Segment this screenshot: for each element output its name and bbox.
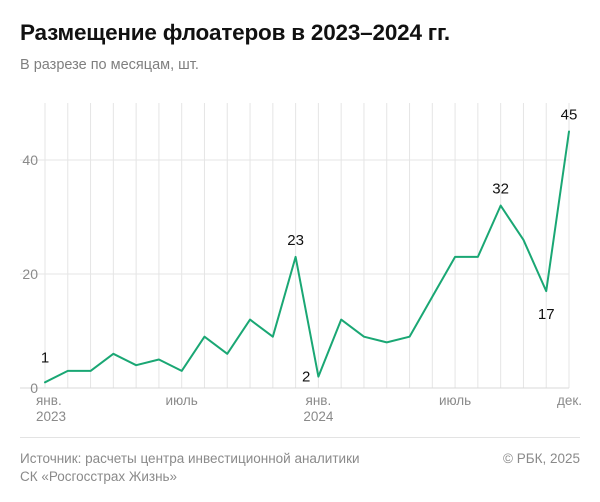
y-axis-tick-labels: 0 20 40 bbox=[22, 152, 38, 396]
y-tick-label: 40 bbox=[22, 152, 38, 168]
series-group bbox=[44, 130, 570, 384]
x-tick-label: июль bbox=[439, 393, 471, 408]
data-label: 45 bbox=[561, 107, 578, 124]
source-note: Источник: расчеты центра инвестиционной … bbox=[20, 450, 440, 486]
x-tick-year-label: 2024 bbox=[303, 409, 334, 424]
source-line-1: Источник: расчеты центра инвестиционной … bbox=[20, 451, 360, 466]
data-label: 2 bbox=[302, 369, 310, 386]
x-tick-label: июль bbox=[166, 393, 198, 408]
x-tick-year-label: 2023 bbox=[36, 409, 66, 424]
footer-divider bbox=[20, 437, 580, 438]
chart-subtitle: В разрезе по месяцам, шт. bbox=[20, 57, 199, 73]
data-labels: 1 23 2 32 17 45 bbox=[41, 107, 578, 386]
chart-title: Размещение флоатеров в 2023–2024 гг. bbox=[20, 20, 450, 45]
x-tick-label: янв. bbox=[36, 393, 62, 408]
series-line bbox=[44, 130, 570, 384]
copyright: © РБК, 2025 bbox=[503, 451, 580, 466]
data-label: 17 bbox=[538, 306, 555, 323]
y-tick-label: 0 bbox=[30, 380, 38, 396]
data-label: 1 bbox=[41, 349, 49, 366]
data-label: 32 bbox=[492, 181, 509, 198]
horizontal-gridlines bbox=[20, 159, 569, 389]
x-tick-label: янв. bbox=[306, 393, 332, 408]
source-line-2: СК «Росгосстрах Жизнь» bbox=[20, 469, 178, 484]
data-label: 23 bbox=[287, 232, 304, 249]
y-tick-label: 20 bbox=[22, 266, 38, 282]
vertical-gridlines bbox=[44, 103, 570, 388]
x-tick-label: дек. bbox=[557, 393, 582, 408]
